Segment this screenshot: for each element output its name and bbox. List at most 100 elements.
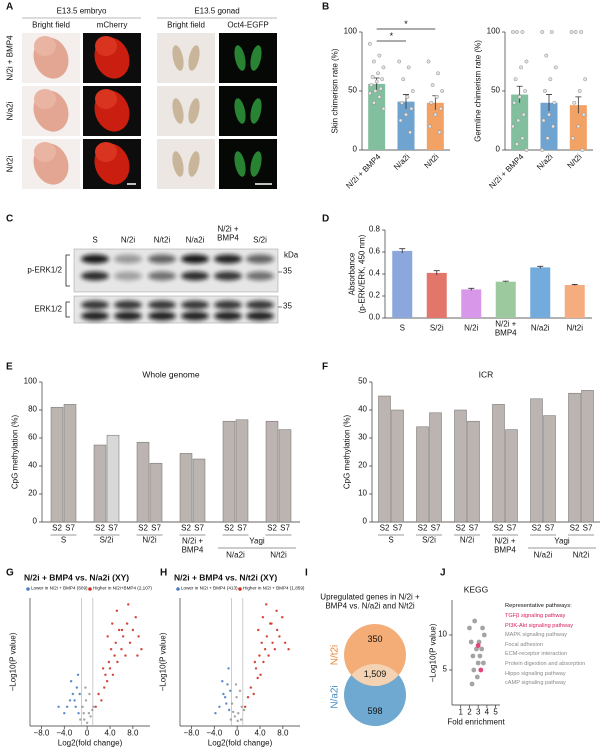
data-point xyxy=(227,708,231,712)
bar xyxy=(416,426,429,523)
data-point xyxy=(367,41,372,46)
data-point xyxy=(214,712,217,715)
x-tick-label: S7 xyxy=(468,523,479,533)
data-point xyxy=(100,699,103,702)
data-point xyxy=(83,718,86,721)
y-tick-label: 0 xyxy=(32,516,37,526)
data-point xyxy=(267,654,270,657)
gonad xyxy=(234,98,246,124)
data-point xyxy=(410,89,415,93)
gonad xyxy=(234,45,246,71)
y-tick-label: 100 xyxy=(23,376,37,386)
x-tick-label: S2 xyxy=(531,523,542,533)
gonad xyxy=(250,45,262,71)
y-tick-label: 0.8 xyxy=(368,224,380,234)
data-point xyxy=(254,667,258,670)
bar xyxy=(368,83,386,150)
data-point xyxy=(378,86,383,91)
data-point xyxy=(106,635,109,638)
data-point xyxy=(583,77,588,82)
group-label: N/2i xyxy=(459,535,475,545)
x-tick-label: 1 xyxy=(458,707,463,717)
data-point xyxy=(481,632,487,638)
marker-label: 35 xyxy=(283,266,292,276)
data-point xyxy=(240,705,243,708)
x-tick-label: N/2i xyxy=(464,323,479,333)
data-point xyxy=(479,646,485,652)
panel-label: A xyxy=(6,1,14,13)
data-point xyxy=(287,648,290,651)
bar xyxy=(392,250,413,318)
blot-strip xyxy=(73,248,279,293)
data-point xyxy=(381,106,386,111)
y-tick-label: 0 xyxy=(495,144,500,154)
band xyxy=(181,311,209,321)
embryo-head xyxy=(34,142,56,162)
bar xyxy=(426,272,447,318)
venn-title: Upregulated genes in N/2i + BMP4 vs. N/a… xyxy=(320,592,420,610)
data-point xyxy=(278,635,281,638)
data-point xyxy=(580,148,585,152)
bar xyxy=(511,94,529,150)
embryo-head xyxy=(95,89,117,109)
venn-count: 1,509 xyxy=(363,669,387,680)
legend-swatch xyxy=(238,587,242,591)
error-bar xyxy=(537,265,544,269)
data-point xyxy=(131,628,135,632)
blot-strip xyxy=(73,295,279,324)
data-point xyxy=(369,83,374,88)
data-point xyxy=(92,705,95,708)
data-point xyxy=(239,718,243,721)
data-point xyxy=(475,643,481,648)
band xyxy=(181,254,209,264)
data-point xyxy=(521,112,526,117)
significance-label: * xyxy=(389,31,394,42)
y-tick-label: 50 xyxy=(491,85,500,95)
data-point xyxy=(243,705,247,708)
band xyxy=(81,300,109,310)
data-point xyxy=(230,702,234,705)
venn-overlap xyxy=(344,664,406,686)
data-point xyxy=(218,705,221,708)
bar xyxy=(568,392,581,523)
bar xyxy=(391,409,404,523)
x-tick-label: 8.0 xyxy=(127,728,139,738)
data-point xyxy=(436,71,440,76)
error-bar xyxy=(516,85,523,103)
bracket-label: Yagi xyxy=(554,536,570,546)
bar xyxy=(581,390,594,523)
error-bar xyxy=(575,96,582,114)
data-point xyxy=(440,89,445,93)
band xyxy=(148,311,176,321)
group-label: S xyxy=(60,535,67,545)
band xyxy=(81,311,109,321)
y-tick-label: 0.6 xyxy=(368,246,380,256)
pathway-label: cAMP signaling pathway xyxy=(505,680,566,687)
bar xyxy=(397,101,415,150)
gonad xyxy=(188,98,200,124)
data-point xyxy=(108,667,112,670)
venn-set-label: N/a2i xyxy=(329,685,341,709)
data-point xyxy=(372,59,376,64)
y-tick-label: 0 xyxy=(352,144,357,154)
data-point xyxy=(134,616,137,619)
row-label: N/t2i xyxy=(5,155,15,173)
x-tick-label: S2 xyxy=(493,523,504,533)
bar xyxy=(278,429,292,523)
y-axis-label: −Log10(P value) xyxy=(8,632,18,692)
column-label: Bright field xyxy=(32,20,70,30)
data-point xyxy=(510,30,515,34)
data-point xyxy=(549,30,554,34)
band xyxy=(181,300,209,310)
gonad xyxy=(250,98,262,124)
data-point xyxy=(76,673,80,676)
data-point xyxy=(226,683,229,686)
data-point xyxy=(572,100,577,105)
image-cell xyxy=(219,33,277,83)
data-point xyxy=(253,660,257,664)
panel-label: H xyxy=(160,567,168,579)
data-point xyxy=(376,71,380,76)
gonad xyxy=(250,151,262,177)
band xyxy=(181,271,209,281)
bar xyxy=(530,267,551,318)
